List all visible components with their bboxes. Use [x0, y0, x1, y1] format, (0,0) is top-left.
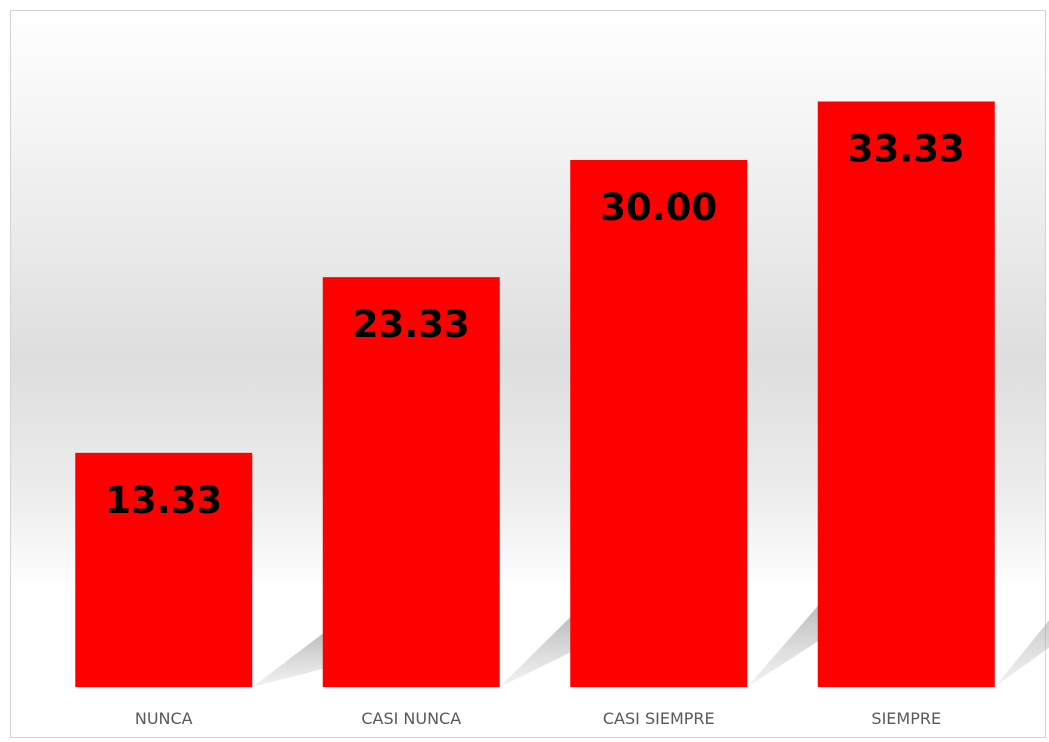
data-label: 33.33 [848, 127, 965, 170]
category-labels-group: NUNCA CASI NUNCA CASI SIEMPRE SIEMPRE [135, 709, 941, 728]
bar [75, 452, 253, 687]
bar-shadow [994, 620, 1049, 687]
bar-shadow [499, 597, 590, 687]
data-label: 30.00 [600, 186, 717, 229]
value-labels-group: 13.33 23.33 30.00 33.33 [105, 127, 965, 521]
data-label: 13.33 [105, 479, 222, 522]
bar-shadow [747, 583, 838, 687]
category-tick-label: CASI NUNCA [361, 709, 461, 728]
bars-group [75, 101, 995, 688]
bar [322, 277, 500, 687]
data-label: 23.33 [353, 303, 470, 346]
bar [570, 159, 748, 688]
bar [817, 101, 995, 687]
category-tick-label: CASI SIEMPRE [603, 709, 715, 728]
category-tick-label: SIEMPRE [871, 709, 941, 728]
bar-shadow [252, 618, 343, 687]
category-tick-label: NUNCA [135, 709, 193, 728]
floor-shadow [252, 583, 1049, 687]
